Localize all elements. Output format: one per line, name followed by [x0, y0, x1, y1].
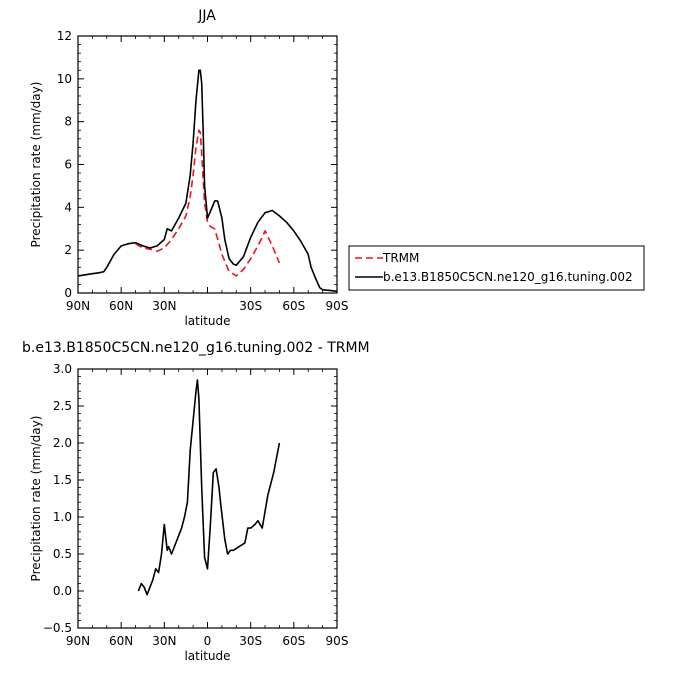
plot-frame — [77, 35, 338, 294]
x-tick-label: 30S — [239, 634, 262, 648]
x-tick-label: 30S — [239, 299, 262, 313]
x-tick-label: 60N — [109, 299, 133, 313]
y-tick-label: 0.5 — [53, 547, 72, 561]
x-axis-label: latitude — [184, 314, 230, 328]
y-tick-label: 1.0 — [53, 510, 72, 524]
y-tick-label: 0.0 — [53, 584, 72, 598]
y-axis-label: Precipitation rate (mm/day) — [29, 82, 43, 248]
y-tick-label: 2.0 — [53, 436, 72, 450]
y-tick-label: 10 — [57, 72, 72, 86]
x-tick-label: 90S — [326, 634, 349, 648]
plot-frame — [77, 368, 338, 629]
legend-box — [348, 245, 645, 291]
x-tick-label: 90N — [66, 634, 90, 648]
y-tick-label: 0 — [64, 286, 72, 300]
y-tick-label: 2.5 — [53, 399, 72, 413]
x-tick-label: 60S — [282, 634, 305, 648]
x-tick-label: 60N — [109, 634, 133, 648]
x-tick-label: 90N — [66, 299, 90, 313]
x-tick-label: 30N — [152, 299, 176, 313]
y-tick-label: 4 — [64, 200, 72, 214]
y-tick-label: 8 — [64, 115, 72, 129]
x-axis-label: latitude — [184, 649, 230, 663]
series-line-2 — [77, 69, 338, 293]
chart-title: b.e13.B1850C5CN.ne120_g16.tuning.002 - T… — [22, 340, 370, 356]
y-tick-label: −0.5 — [43, 621, 72, 635]
chart-top-zonal-mean: JJA 0 2 4 6 8 10 12 90N 60N 30N 30S 60S 90S latitude Pr… — [29, 8, 645, 328]
x-tick-label: 30N — [152, 634, 176, 648]
y-tick-label: 2 — [64, 243, 72, 257]
y-tick-label: 6 — [64, 158, 72, 172]
chart-bottom-difference: b.e13.B1850C5CN.ne120_g16.tuning.002 - T… — [22, 340, 370, 663]
y-tick-label: 3.0 — [53, 362, 72, 376]
legend-label-1: TRMM — [382, 251, 419, 265]
series-line-1 — [135, 129, 281, 277]
y-axis-label: Precipitation rate (mm/day) — [29, 416, 43, 582]
x-tick-label: 90S — [326, 299, 349, 313]
series-line-1 — [137, 379, 281, 596]
x-tick-label: 0 — [204, 634, 212, 648]
x-tick-label: 60S — [282, 299, 305, 313]
y-tick-label: 12 — [57, 29, 72, 43]
y-tick-label: 1.5 — [53, 473, 72, 487]
legend-label-2: b.e13.B1850C5CN.ne120_g16.tuning.002 — [383, 270, 633, 284]
chart-title: JJA — [197, 8, 216, 24]
